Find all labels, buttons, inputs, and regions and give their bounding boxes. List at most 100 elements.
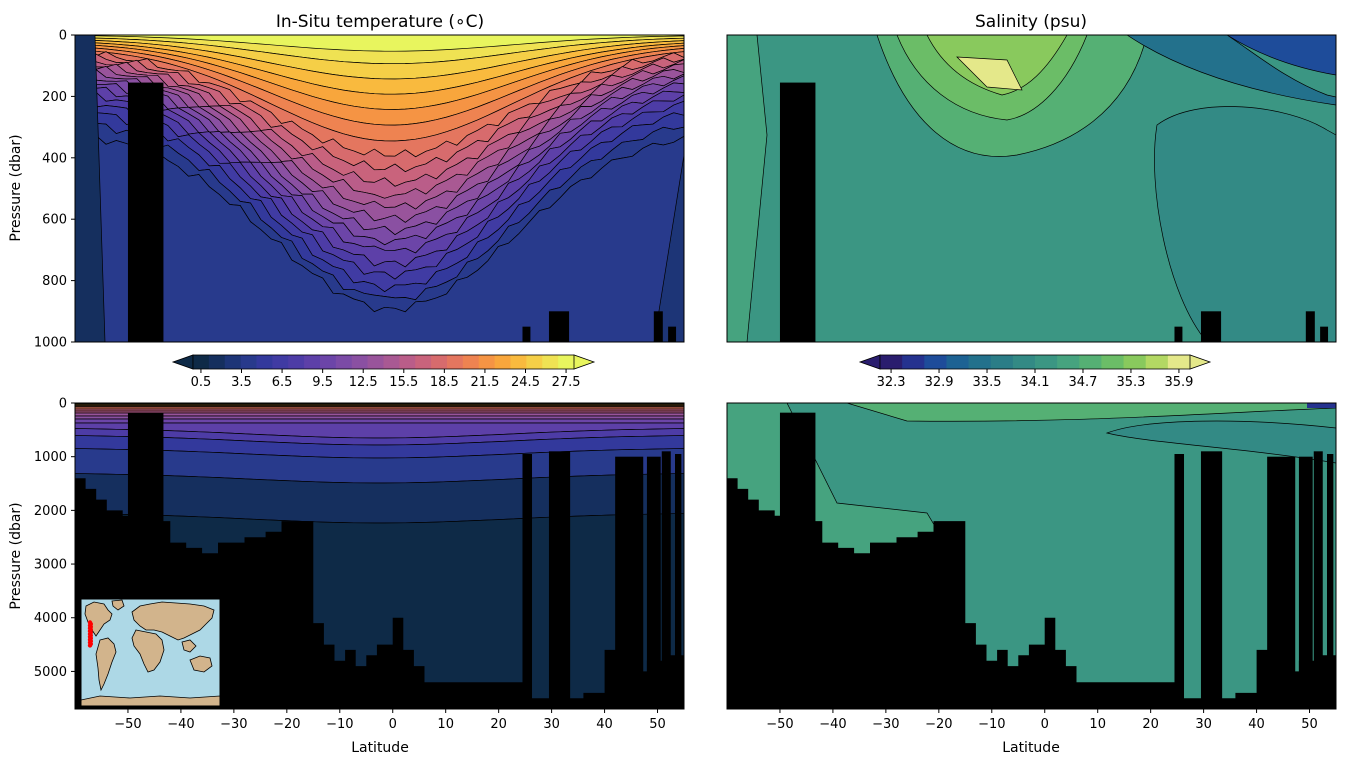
colorbar-frame: [192, 354, 575, 370]
colorbar-swatch: [272, 355, 289, 369]
masked-column: [1313, 451, 1323, 709]
masked-column: [548, 311, 570, 342]
salinity-band: [1307, 403, 1336, 408]
masked-column: [548, 451, 571, 709]
x-tick-label: −10: [978, 717, 1005, 732]
x-tick-label: −50: [114, 717, 141, 732]
y-axis-full-temp: 0 1000 2000 3000 4000 5000: [34, 397, 75, 680]
y-axis-upper-temp: 0 200 400 600 800 1000: [34, 29, 75, 351]
x-tick-label: 20: [1142, 717, 1159, 732]
x-tick-label: 0: [1041, 717, 1049, 732]
masked-column: [1326, 454, 1334, 709]
colorbar-swatch: [494, 355, 511, 369]
x-tick-label: −10: [326, 717, 353, 732]
cold-boundary-band: [75, 35, 106, 342]
colorbar-swatch: [478, 355, 496, 369]
inset-frame: [80, 598, 221, 707]
salinity-band: [956, 56, 1023, 91]
salinity-colorbar: 32.3 32.9 33.5 34.1 34.7 35.3 35.9: [858, 354, 1212, 390]
masked-column: [615, 456, 644, 709]
temp-ylabel: Pressure (dbar): [8, 134, 24, 241]
salinity-field-upper: [727, 35, 1336, 342]
colorbar-extend-high: [1189, 354, 1212, 370]
colorbar-swatch: [1123, 355, 1147, 369]
colorbar-swatch: [542, 355, 559, 369]
colorbar-swatch: [335, 355, 353, 369]
colorbar-swatch: [367, 355, 384, 369]
cold-boundary-band: [653, 154, 684, 342]
colorbar-swatch: [902, 355, 925, 369]
y-tick-label: 0: [59, 29, 67, 44]
seafloor: [75, 478, 684, 709]
panel-full-temperature: Pressure (dbar) Latitude 0 1000 2000 3000 40…: [8, 397, 685, 756]
mask-columns-upper-sal: [779, 82, 1329, 342]
axes-frame: [74, 34, 685, 343]
axes-frame: [726, 34, 1337, 343]
colorbar-tick-label: 35.9: [1164, 375, 1193, 390]
axes-frame: [74, 402, 685, 710]
x-tick-label: −20: [273, 717, 300, 732]
colorbar-swatch: [1101, 355, 1125, 369]
colorbar-swatch: [288, 355, 305, 369]
x-tick-label: 40: [1248, 717, 1265, 732]
colorbar-swatch: [1167, 355, 1191, 369]
colorbar-extend-low: [171, 354, 194, 370]
y-tick-label: 5000: [34, 665, 67, 680]
colorbar-swatch: [526, 355, 543, 369]
colorbar-tick-label: 33.5: [973, 375, 1002, 390]
masked-column: [1298, 456, 1313, 709]
masked-column: [661, 451, 671, 709]
y-tick-label: 3000: [34, 558, 67, 573]
temp-title: In-Situ temperature (∘C): [276, 12, 484, 32]
x-tick-label: −20: [925, 717, 952, 732]
masked-column: [522, 326, 531, 342]
colorbar-tick-label: 32.9: [925, 375, 954, 390]
colorbar-swatch: [1145, 355, 1169, 369]
masked-column: [779, 412, 816, 709]
colorbar-swatch: [208, 355, 226, 369]
x-tick-label: 30: [1195, 717, 1212, 732]
colorbar-tick-label: 18.5: [430, 375, 459, 390]
inset-world-map: [80, 598, 221, 707]
axes-frame: [726, 402, 1337, 710]
colorbar-swatch: [224, 355, 242, 369]
masked-column: [1174, 326, 1183, 342]
contour-band: [75, 134, 684, 342]
colorbar-tick-label: 32.3: [877, 375, 906, 390]
colorbar-swatch: [968, 355, 992, 369]
masked-column: [646, 456, 661, 709]
bathymetry-temp: [75, 412, 684, 709]
x-tick-label: −40: [819, 717, 846, 732]
contour-band: [75, 35, 684, 52]
colorbar-swatch: [1035, 355, 1058, 369]
colorbar-swatch: [1012, 355, 1036, 369]
salinity-band: [1154, 106, 1336, 342]
colorbar-tick-label: 15.5: [389, 375, 418, 390]
x-tick-label: −30: [872, 717, 899, 732]
contour-band: [75, 415, 684, 420]
colorbar-swatch: [447, 355, 464, 369]
x-tick-label: 10: [1089, 717, 1106, 732]
colorbar-extend-high: [573, 354, 596, 370]
x-tick-label: 50: [1301, 717, 1318, 732]
salinity-band: [727, 35, 768, 342]
y-tick-label: 1000: [34, 450, 67, 465]
masked-column: [1200, 311, 1222, 342]
colorbar-tick-label: 3.5: [231, 375, 252, 390]
colorbar-swatch: [880, 355, 903, 369]
colorbar-swatch: [193, 355, 210, 369]
masked-column: [1320, 326, 1329, 342]
colorbar-swatch: [383, 355, 400, 369]
panel-upper-temperature: In-Situ temperature (∘C) Pressure (dbar)…: [8, 12, 685, 351]
x-tick-label: 10: [437, 717, 454, 732]
temp-full-ylabel: Pressure (dbar): [8, 502, 24, 609]
masked-column: [1200, 451, 1223, 709]
colorbar-tick-label: 21.5: [470, 375, 499, 390]
panel-upper-salinity: Salinity (psu): [726, 12, 1337, 343]
colorbar-tick-label: 0.5: [191, 375, 212, 390]
colorbar-tick-label: 34.7: [1068, 375, 1097, 390]
y-tick-label: 4000: [34, 611, 67, 626]
x-tick-label: 0: [389, 717, 397, 732]
track-point: [87, 643, 93, 648]
colorbar-swatch: [510, 355, 527, 369]
